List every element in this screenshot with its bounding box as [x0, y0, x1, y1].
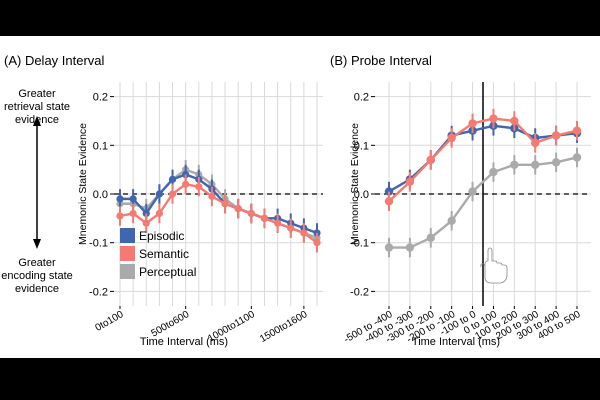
- data-point-semantic: [405, 177, 415, 187]
- data-point-semantic: [468, 119, 477, 128]
- retrieval-annotation-line1: Greater: [18, 88, 56, 100]
- series-semantic: [384, 108, 582, 212]
- arrow-down-head: [33, 239, 41, 249]
- data-point-semantic: [116, 212, 124, 220]
- y-tick-label: 0.0: [93, 189, 108, 201]
- delay-x-axis-label: Time Interval (ms): [140, 336, 228, 348]
- data-point-semantic: [510, 116, 519, 126]
- probe-interval-panel: (B) Probe Interval Mnemonic State Eviden…: [330, 53, 591, 348]
- data-point-semantic: [221, 200, 229, 208]
- figure-canvas: Greater retrieval state evidence Greater…: [1, 53, 591, 348]
- data-point-semantic: [195, 183, 203, 191]
- probe-series: [384, 108, 582, 258]
- retrieval-annotation: Greater retrieval state evidence: [4, 88, 70, 126]
- data-point-perceptual: [531, 160, 540, 169]
- x-tick-label: 0to100: [94, 309, 126, 334]
- data-point-perceptual: [426, 233, 435, 243]
- data-point-perceptual: [489, 167, 498, 177]
- delay-y-axis-label: Mnemonic State Evidence: [77, 123, 89, 245]
- x-tick-label: 1000to1100: [206, 309, 257, 345]
- legend-label-episodic: Episodic: [139, 229, 184, 243]
- data-point-perceptual: [551, 158, 561, 167]
- y-tick-label: 0.2: [93, 92, 108, 104]
- data-point-semantic: [531, 138, 540, 148]
- data-point-semantic: [489, 114, 498, 123]
- legend: Episodic Semantic Perceptual: [120, 228, 196, 279]
- data-point-semantic: [287, 224, 295, 232]
- legend-swatch-perceptual: [120, 264, 135, 279]
- data-point-episodic: [168, 175, 177, 183]
- data-point-semantic: [384, 197, 394, 206]
- probe-y-axis-label: Mnemonic State Evidence: [349, 123, 361, 245]
- y-tick-label: 0.0: [354, 189, 369, 201]
- data-point-semantic: [551, 131, 561, 140]
- delay-panel-title: (A) Delay Interval: [4, 53, 105, 68]
- y-tick-label: -0.2: [89, 286, 108, 298]
- series-perceptual: [384, 147, 582, 258]
- data-point-semantic: [572, 126, 582, 135]
- y-tick-label: -0.1: [89, 238, 108, 250]
- data-point-perceptual: [405, 243, 415, 252]
- y-tick-label: 0.1: [354, 140, 369, 152]
- y-tick-label: -0.1: [350, 238, 369, 250]
- data-point-episodic: [155, 190, 163, 198]
- retrieval-annotation-line2: retrieval state: [4, 101, 70, 113]
- encoding-annotation: Greater encoding state evidence: [1, 257, 73, 295]
- data-point-semantic: [168, 190, 177, 198]
- series-line-semantic: [388, 117, 578, 203]
- encoding-annotation-line3: evidence: [15, 283, 59, 295]
- data-point-semantic: [247, 209, 255, 218]
- probe-x-axis-label: Time Interval (ms): [412, 336, 500, 348]
- data-point-episodic: [142, 209, 150, 218]
- delay-y-ticks: -0.2 -0.1 0.0 0.1 0.2: [89, 92, 114, 298]
- data-point-episodic: [116, 195, 124, 203]
- legend-label-perceptual: Perceptual: [139, 265, 196, 279]
- probe-onset-hand-icon: [480, 247, 508, 284]
- data-point-perceptual: [572, 153, 582, 162]
- y-tick-label: -0.2: [350, 286, 369, 298]
- data-point-semantic: [260, 214, 269, 222]
- data-point-episodic: [313, 229, 321, 237]
- delay-series: [116, 159, 321, 253]
- data-point-semantic: [129, 209, 137, 218]
- data-point-episodic: [182, 170, 190, 179]
- x-tick-label: 1500to1600: [258, 309, 310, 345]
- data-point-semantic: [182, 180, 190, 188]
- y-tick-label: 0.2: [354, 92, 369, 104]
- data-point-semantic: [313, 239, 321, 247]
- data-point-semantic: [300, 229, 308, 237]
- data-point-semantic: [274, 219, 282, 227]
- data-point-semantic: [142, 219, 150, 227]
- encoding-annotation-line2: encoding state: [1, 270, 73, 282]
- data-point-semantic: [447, 133, 456, 143]
- data-point-semantic: [208, 192, 216, 201]
- data-point-semantic: [155, 209, 163, 218]
- data-point-perceptual: [447, 216, 456, 225]
- data-point-perceptual: [468, 187, 477, 196]
- probe-panel-title: (B) Probe Interval: [330, 53, 432, 68]
- probe-y-ticks: -0.2 -0.1 0.0 0.1 0.2: [350, 92, 375, 298]
- data-point-semantic: [234, 205, 242, 213]
- data-point-perceptual: [384, 243, 394, 252]
- series-line-perceptual: [389, 156, 578, 249]
- figure: Greater retrieval state evidence Greater…: [0, 36, 600, 358]
- legend-swatch-episodic: [120, 228, 135, 243]
- series-line-semantic: [119, 183, 318, 244]
- series-line-episodic: [120, 173, 318, 235]
- data-point-episodic: [129, 195, 137, 203]
- encoding-annotation-line1: Greater: [18, 257, 56, 269]
- y-tick-label: 0.1: [93, 140, 108, 152]
- evidence-arrow: [33, 116, 41, 249]
- legend-label-semantic: Semantic: [139, 247, 189, 261]
- data-point-perceptual: [510, 160, 519, 169]
- x-tick-label: 500to600: [150, 309, 192, 340]
- arrow-up-head: [33, 116, 41, 126]
- data-point-semantic: [426, 155, 435, 165]
- legend-swatch-semantic: [120, 246, 135, 261]
- series-semantic: [116, 174, 321, 253]
